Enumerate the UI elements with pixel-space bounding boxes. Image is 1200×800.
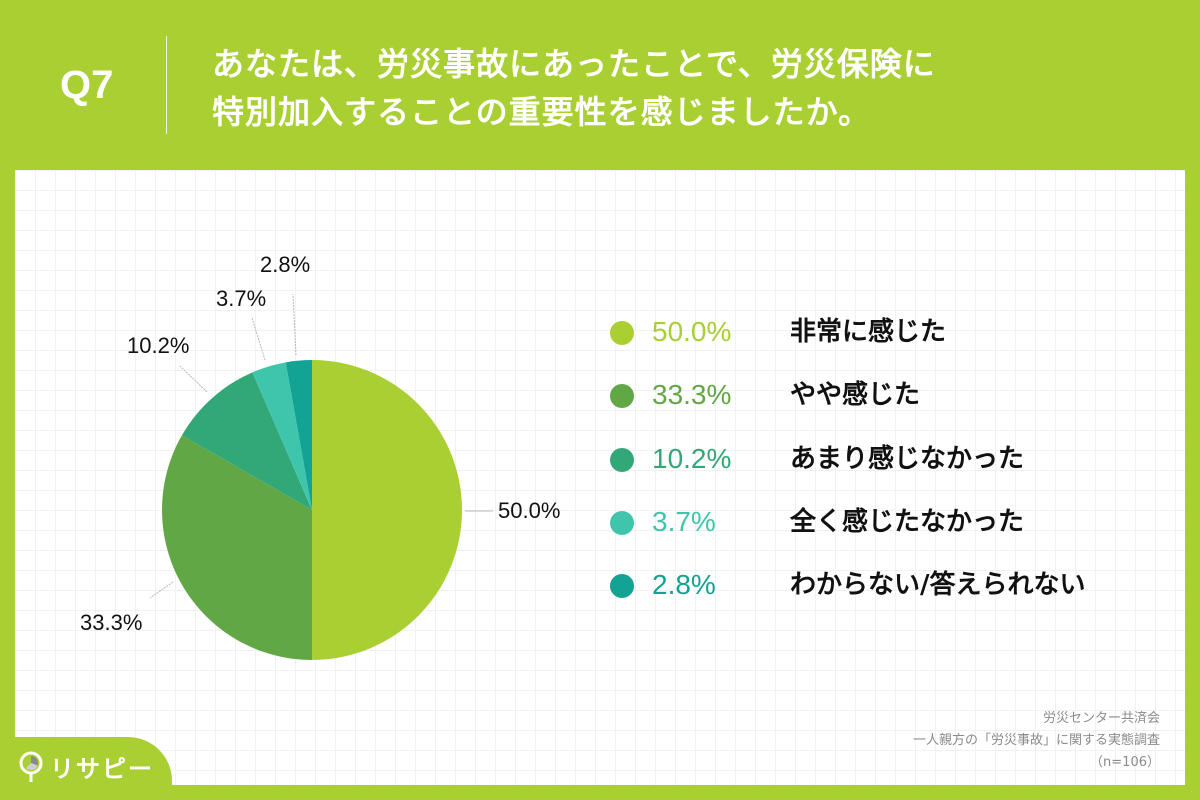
source-survey: 一人親方の「労災事故」に関する実態調査 <box>912 733 1160 748</box>
pie-slice <box>161 435 312 660</box>
pie-label-1: 50.0% <box>498 498 561 523</box>
legend-dot-icon <box>610 511 634 535</box>
legend-dot-icon <box>610 574 634 598</box>
brand-name: リサピー <box>50 755 154 783</box>
header: Q7 あなたは、労災事故にあったことで、労災保険に 特別加入することの重要性を感… <box>0 0 1200 170</box>
legend-item: 50.0% 非常に感じた <box>610 310 1170 354</box>
legend-label: わからない/答えられない <box>790 570 1086 600</box>
leader-lines <box>149 293 493 599</box>
legend-percent: 10.2% <box>652 443 732 474</box>
question-number: Q7 <box>60 63 114 107</box>
pie-label-5: 2.8% <box>260 252 311 277</box>
pie-slices <box>161 360 462 660</box>
magnifier-pie-icon <box>19 751 43 782</box>
pie-label-2: 33.3% <box>80 610 143 635</box>
source-note: 労災センター共済会 一人親方の「労災事故」に関する実態調査 （n=106） <box>913 708 1160 774</box>
header-divider <box>166 36 167 134</box>
legend-percent: 33.3% <box>652 379 732 410</box>
legend-label: やや感じた <box>790 380 921 410</box>
legend-percent: 50.0% <box>652 316 732 347</box>
legend-dot-icon <box>610 384 634 408</box>
chart-panel: 50.0% 33.3% 10.2% 3.7% 2.8% <box>15 170 1185 785</box>
source-sample-size: （n=106） <box>1090 755 1160 770</box>
legend-label: 非常に感じた <box>790 317 947 347</box>
pie-slice <box>312 360 462 660</box>
pie-slice <box>181 372 312 510</box>
legend-label: 全く感じたなかった <box>790 507 1025 537</box>
legend-percent: 3.7% <box>652 506 716 537</box>
pie-slice <box>285 360 312 510</box>
source-org: 労災センター共済会 <box>1042 711 1160 726</box>
legend-label: あまり感じなかった <box>790 444 1025 474</box>
legend-item: 2.8% わからない/答えられない <box>610 563 1170 607</box>
pie-chart <box>149 293 493 660</box>
legend-percent: 2.8% <box>652 569 716 600</box>
legend-item: 10.2% あまり感じなかった <box>610 437 1170 481</box>
legend-item: 33.3% やや感じた <box>610 373 1170 417</box>
legend-dot-icon <box>610 448 634 472</box>
brand-logo: リサピー <box>0 737 172 800</box>
legend-dot-icon <box>610 321 634 345</box>
legend-item: 3.7% 全く感じたなかった <box>610 500 1170 544</box>
question-line-2: 特別加入することの重要性を感じましたか。 <box>212 93 872 131</box>
pie-slice <box>252 362 312 510</box>
question-line-1: あなたは、労災事故にあったことで、労災保険に <box>212 45 936 83</box>
pie-label-4: 3.7% <box>216 286 267 311</box>
pie-label-3: 10.2% <box>127 333 190 358</box>
question-title: あなたは、労災事故にあったことで、労災保険に 特別加入することの重要性を感じまし… <box>212 40 936 136</box>
